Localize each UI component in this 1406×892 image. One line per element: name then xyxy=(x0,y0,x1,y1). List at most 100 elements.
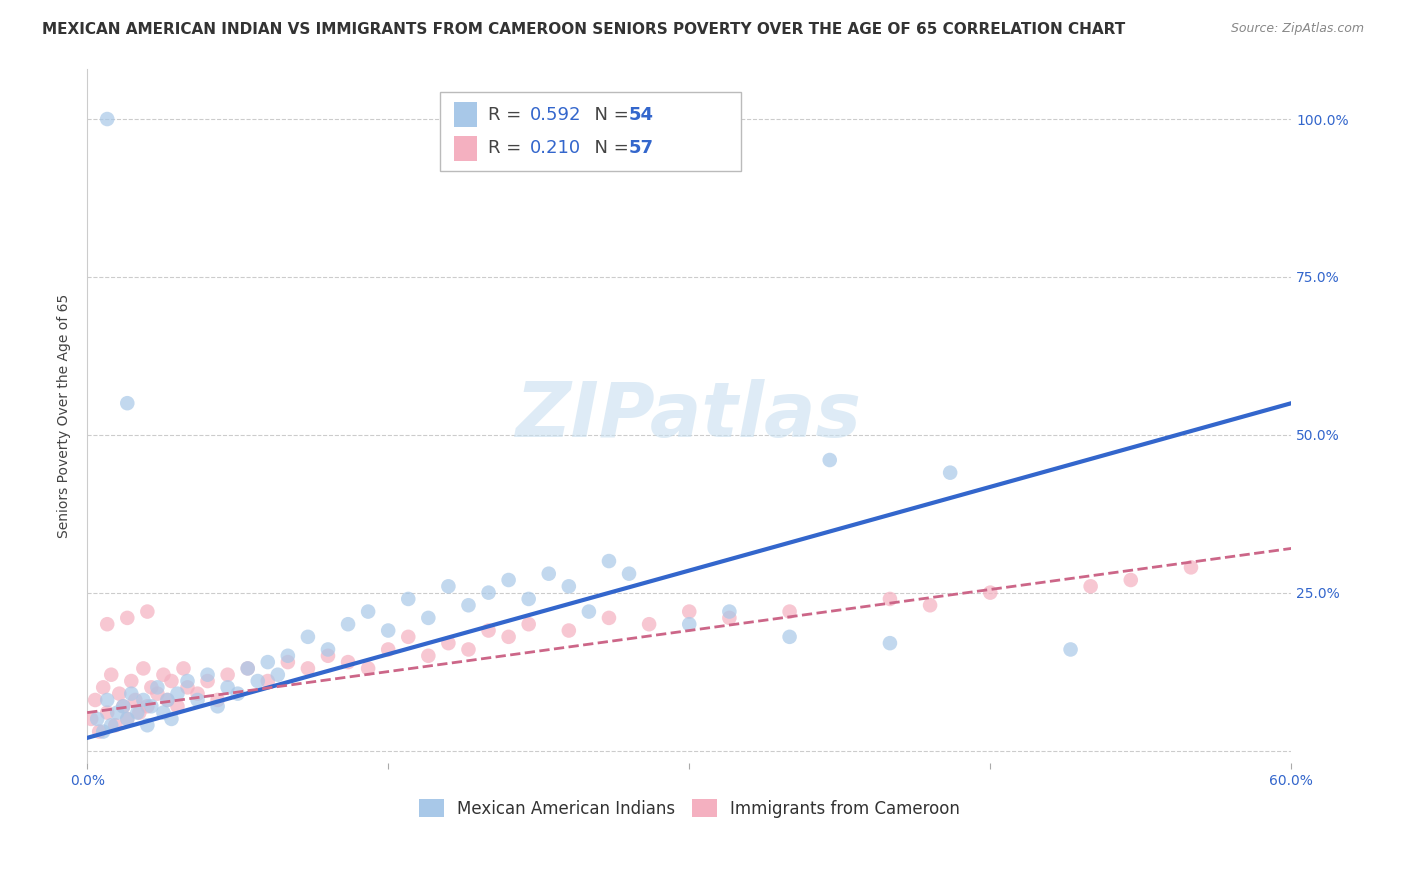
Point xyxy=(418,648,440,663)
Text: 0.592: 0.592 xyxy=(530,106,582,124)
Point xyxy=(337,655,360,669)
Point xyxy=(152,706,174,720)
Point xyxy=(418,611,440,625)
Point xyxy=(678,617,700,632)
Text: 57: 57 xyxy=(628,139,654,157)
Point xyxy=(678,605,700,619)
Point xyxy=(396,630,419,644)
Text: R =: R = xyxy=(488,106,527,124)
Point xyxy=(638,617,661,632)
Point xyxy=(207,693,229,707)
Point xyxy=(120,673,142,688)
Point xyxy=(437,636,460,650)
Point xyxy=(236,661,259,675)
Point xyxy=(96,706,118,720)
Point xyxy=(176,681,198,695)
Text: R =: R = xyxy=(488,139,527,157)
Point xyxy=(80,712,103,726)
Point xyxy=(84,693,107,707)
Point xyxy=(117,712,139,726)
Point xyxy=(91,724,114,739)
Point xyxy=(186,687,208,701)
Point xyxy=(136,605,159,619)
Point xyxy=(1080,579,1102,593)
Text: MEXICAN AMERICAN INDIAN VS IMMIGRANTS FROM CAMEROON SENIORS POVERTY OVER THE AGE: MEXICAN AMERICAN INDIAN VS IMMIGRANTS FR… xyxy=(42,22,1125,37)
Point xyxy=(718,611,741,625)
Point xyxy=(136,699,159,714)
Point xyxy=(173,661,195,675)
Point xyxy=(578,605,600,619)
Point xyxy=(217,667,239,681)
Point xyxy=(316,642,339,657)
Point xyxy=(166,687,188,701)
Point xyxy=(598,554,620,568)
Point xyxy=(236,661,259,675)
Point xyxy=(124,693,146,707)
Point xyxy=(517,617,540,632)
Point xyxy=(267,667,290,681)
Point xyxy=(117,712,139,726)
Point xyxy=(120,687,142,701)
Legend: Mexican American Indians, Immigrants from Cameroon: Mexican American Indians, Immigrants fro… xyxy=(412,793,966,824)
Point xyxy=(517,591,540,606)
Point xyxy=(112,699,135,714)
Point xyxy=(818,453,841,467)
Point xyxy=(166,699,188,714)
Point xyxy=(477,585,499,599)
Point xyxy=(377,624,399,638)
Point xyxy=(89,724,111,739)
Point xyxy=(104,718,127,732)
Text: N =: N = xyxy=(583,139,636,157)
Point xyxy=(117,396,139,410)
Point xyxy=(316,648,339,663)
Point xyxy=(156,693,179,707)
Point xyxy=(146,681,169,695)
Text: 0.210: 0.210 xyxy=(530,139,581,157)
Text: N =: N = xyxy=(583,106,636,124)
Point xyxy=(226,687,249,701)
Point xyxy=(537,566,560,581)
Point xyxy=(498,573,520,587)
Point xyxy=(117,611,139,625)
Point xyxy=(377,642,399,657)
Point xyxy=(141,681,163,695)
Point xyxy=(96,112,118,126)
Point xyxy=(979,585,1001,599)
Point xyxy=(160,673,183,688)
Point xyxy=(146,687,169,701)
Point xyxy=(160,712,183,726)
Point xyxy=(598,611,620,625)
Point xyxy=(779,630,801,644)
Point xyxy=(437,579,460,593)
Point xyxy=(108,687,131,701)
Point xyxy=(617,566,640,581)
Point xyxy=(100,667,122,681)
Point xyxy=(96,617,118,632)
Y-axis label: Seniors Poverty Over the Age of 65: Seniors Poverty Over the Age of 65 xyxy=(58,293,72,538)
Point xyxy=(718,605,741,619)
Point xyxy=(297,661,319,675)
Point xyxy=(105,706,128,720)
Point xyxy=(879,636,901,650)
Point xyxy=(128,706,150,720)
Point xyxy=(1119,573,1142,587)
Point xyxy=(1180,560,1202,574)
Point xyxy=(939,466,962,480)
Point xyxy=(217,681,239,695)
Point xyxy=(1059,642,1081,657)
Point xyxy=(457,599,479,613)
Point xyxy=(477,624,499,638)
Point xyxy=(357,605,380,619)
Text: Source: ZipAtlas.com: Source: ZipAtlas.com xyxy=(1230,22,1364,36)
Point xyxy=(132,693,155,707)
Point xyxy=(277,648,299,663)
Point xyxy=(86,712,108,726)
Point xyxy=(357,661,380,675)
Point xyxy=(197,667,219,681)
Point xyxy=(197,673,219,688)
Text: 54: 54 xyxy=(628,106,654,124)
Point xyxy=(457,642,479,657)
Point xyxy=(152,667,174,681)
Point xyxy=(277,655,299,669)
Point xyxy=(91,681,114,695)
